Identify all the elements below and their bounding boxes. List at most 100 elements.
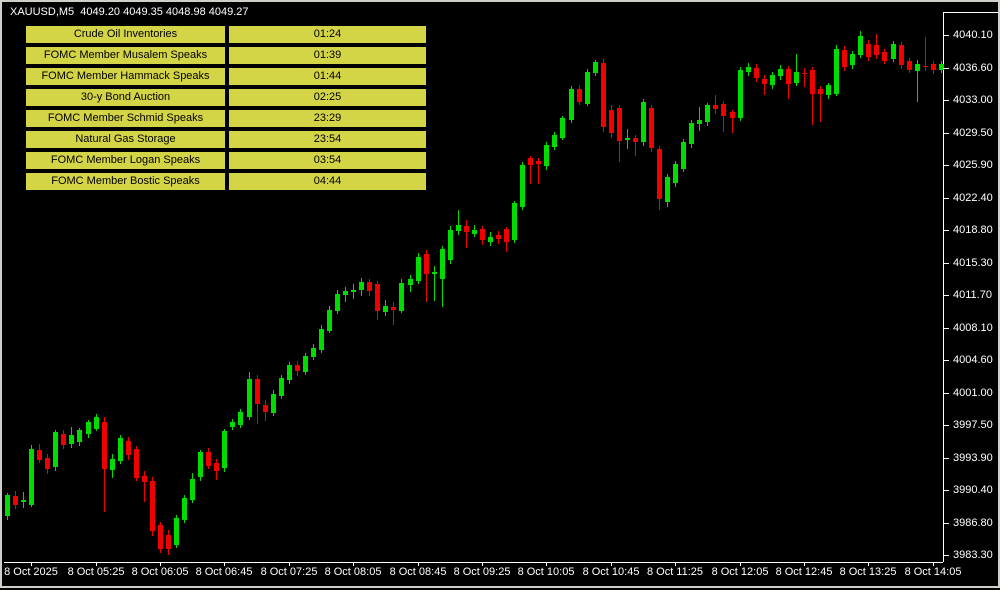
candle-body xyxy=(593,62,598,73)
candle-body xyxy=(45,458,50,469)
price-axis-label: 3990.40 xyxy=(953,484,993,496)
price-axis-label: 3993.90 xyxy=(953,452,993,464)
candle-body xyxy=(13,496,18,505)
time-tick-mark xyxy=(868,562,869,566)
event-name-cell: FOMC Member Schmid Speaks xyxy=(26,110,225,127)
candle-body xyxy=(263,405,268,412)
event-countdown-cell: 02:25 xyxy=(229,89,426,106)
candle-wick xyxy=(820,86,821,122)
candle-body xyxy=(359,282,364,290)
candle-body xyxy=(279,378,284,396)
candle-body xyxy=(609,110,614,133)
candle-body xyxy=(520,165,525,207)
candle-body xyxy=(383,306,388,312)
time-tick-mark xyxy=(31,562,32,566)
candle-body xyxy=(488,237,493,242)
price-axis-top-line xyxy=(943,12,998,13)
candle-wick xyxy=(434,266,435,301)
price-tick-mark xyxy=(943,133,949,134)
time-axis-label: 8 Oct 09:25 xyxy=(453,566,511,578)
candle-wick xyxy=(715,95,716,114)
price-tick-mark xyxy=(943,490,949,491)
candle-body xyxy=(311,348,316,357)
candle-body xyxy=(480,229,485,240)
candle-body xyxy=(424,254,429,274)
candle-body xyxy=(150,481,155,531)
price-tick-mark xyxy=(943,555,949,556)
time-axis-label: 8 Oct 06:05 xyxy=(131,566,189,578)
candle-body xyxy=(343,291,348,295)
event-name-cell: FOMC Member Hammack Speaks xyxy=(26,68,225,85)
candle-body xyxy=(552,135,557,147)
time-tick-mark xyxy=(611,562,612,566)
time-axis-label: 8 Oct 07:25 xyxy=(260,566,318,578)
candle-body xyxy=(560,118,565,138)
candle-body xyxy=(834,49,839,94)
symbol-ohlc-header: XAUUSD,M5 4049.20 4049.35 4048.98 4049.2… xyxy=(10,6,249,18)
time-axis-label: 8 Oct 12:05 xyxy=(711,566,769,578)
candle-body xyxy=(794,72,799,83)
candle-body xyxy=(118,438,123,461)
event-countdown-cell: 04:44 xyxy=(229,173,426,190)
event-row: Crude Oil Inventories 01:24 xyxy=(26,26,426,43)
candle-body xyxy=(198,452,203,477)
candle-body xyxy=(230,422,235,427)
candle-body xyxy=(577,89,582,102)
candle-body xyxy=(110,459,115,470)
event-name-cell: Natural Gas Storage xyxy=(26,131,225,148)
candle-body xyxy=(818,89,823,94)
time-tick-mark xyxy=(933,562,934,566)
time-tick-mark xyxy=(289,562,290,566)
candle-body xyxy=(874,45,879,55)
time-tick-mark xyxy=(546,562,547,566)
candle-body xyxy=(287,365,292,380)
time-axis-label: 8 Oct 10:05 xyxy=(517,566,575,578)
event-countdown-cell: 23:29 xyxy=(229,110,426,127)
candle-wick xyxy=(723,101,724,132)
event-row: FOMC Member Schmid Speaks 23:29 xyxy=(26,110,426,127)
candle-body xyxy=(247,379,252,417)
candle-body xyxy=(206,452,211,466)
candle-wick xyxy=(812,67,813,125)
candle-body xyxy=(238,412,243,425)
event-countdown-cell: 01:24 xyxy=(229,26,426,43)
event-countdown-cell: 01:39 xyxy=(229,47,426,64)
event-countdown-cell: 03:54 xyxy=(229,152,426,169)
time-axis-label: 8 Oct 13:25 xyxy=(839,566,897,578)
candle-wick xyxy=(393,302,394,325)
candle-body xyxy=(367,282,372,291)
price-tick-mark xyxy=(943,425,949,426)
price-tick-mark xyxy=(943,458,949,459)
price-tick-mark xyxy=(943,263,949,264)
candle-wick xyxy=(917,60,918,102)
candle-body xyxy=(754,68,759,78)
candle-body xyxy=(53,432,58,467)
candle-body xyxy=(496,235,501,239)
price-axis-label: 4008.10 xyxy=(953,322,993,334)
event-row: Natural Gas Storage 23:54 xyxy=(26,131,426,148)
candle-body xyxy=(681,142,686,169)
price-tick-mark xyxy=(943,68,949,69)
candle-body xyxy=(882,52,887,61)
event-row: FOMC Member Musalem Speaks 01:39 xyxy=(26,47,426,64)
time-axis-label: 8 Oct 05:25 xyxy=(67,566,125,578)
time-tick-mark xyxy=(224,562,225,566)
candle-body xyxy=(399,283,404,311)
candle-body xyxy=(673,164,678,183)
price-axis-label: 3983.30 xyxy=(953,549,993,561)
candle-body xyxy=(190,479,195,500)
candle-body xyxy=(94,417,99,429)
candle-body xyxy=(295,365,300,371)
candle-body xyxy=(939,64,944,70)
candle-body xyxy=(891,44,896,59)
candle-body xyxy=(158,525,163,549)
price-axis-label: 4036.60 xyxy=(953,62,993,74)
price-axis-label: 4022.40 xyxy=(953,192,993,204)
candle-body xyxy=(786,69,791,84)
candle-body xyxy=(69,435,74,444)
time-tick-mark xyxy=(353,562,354,566)
candle-body xyxy=(504,229,509,242)
candle-body xyxy=(641,102,646,142)
